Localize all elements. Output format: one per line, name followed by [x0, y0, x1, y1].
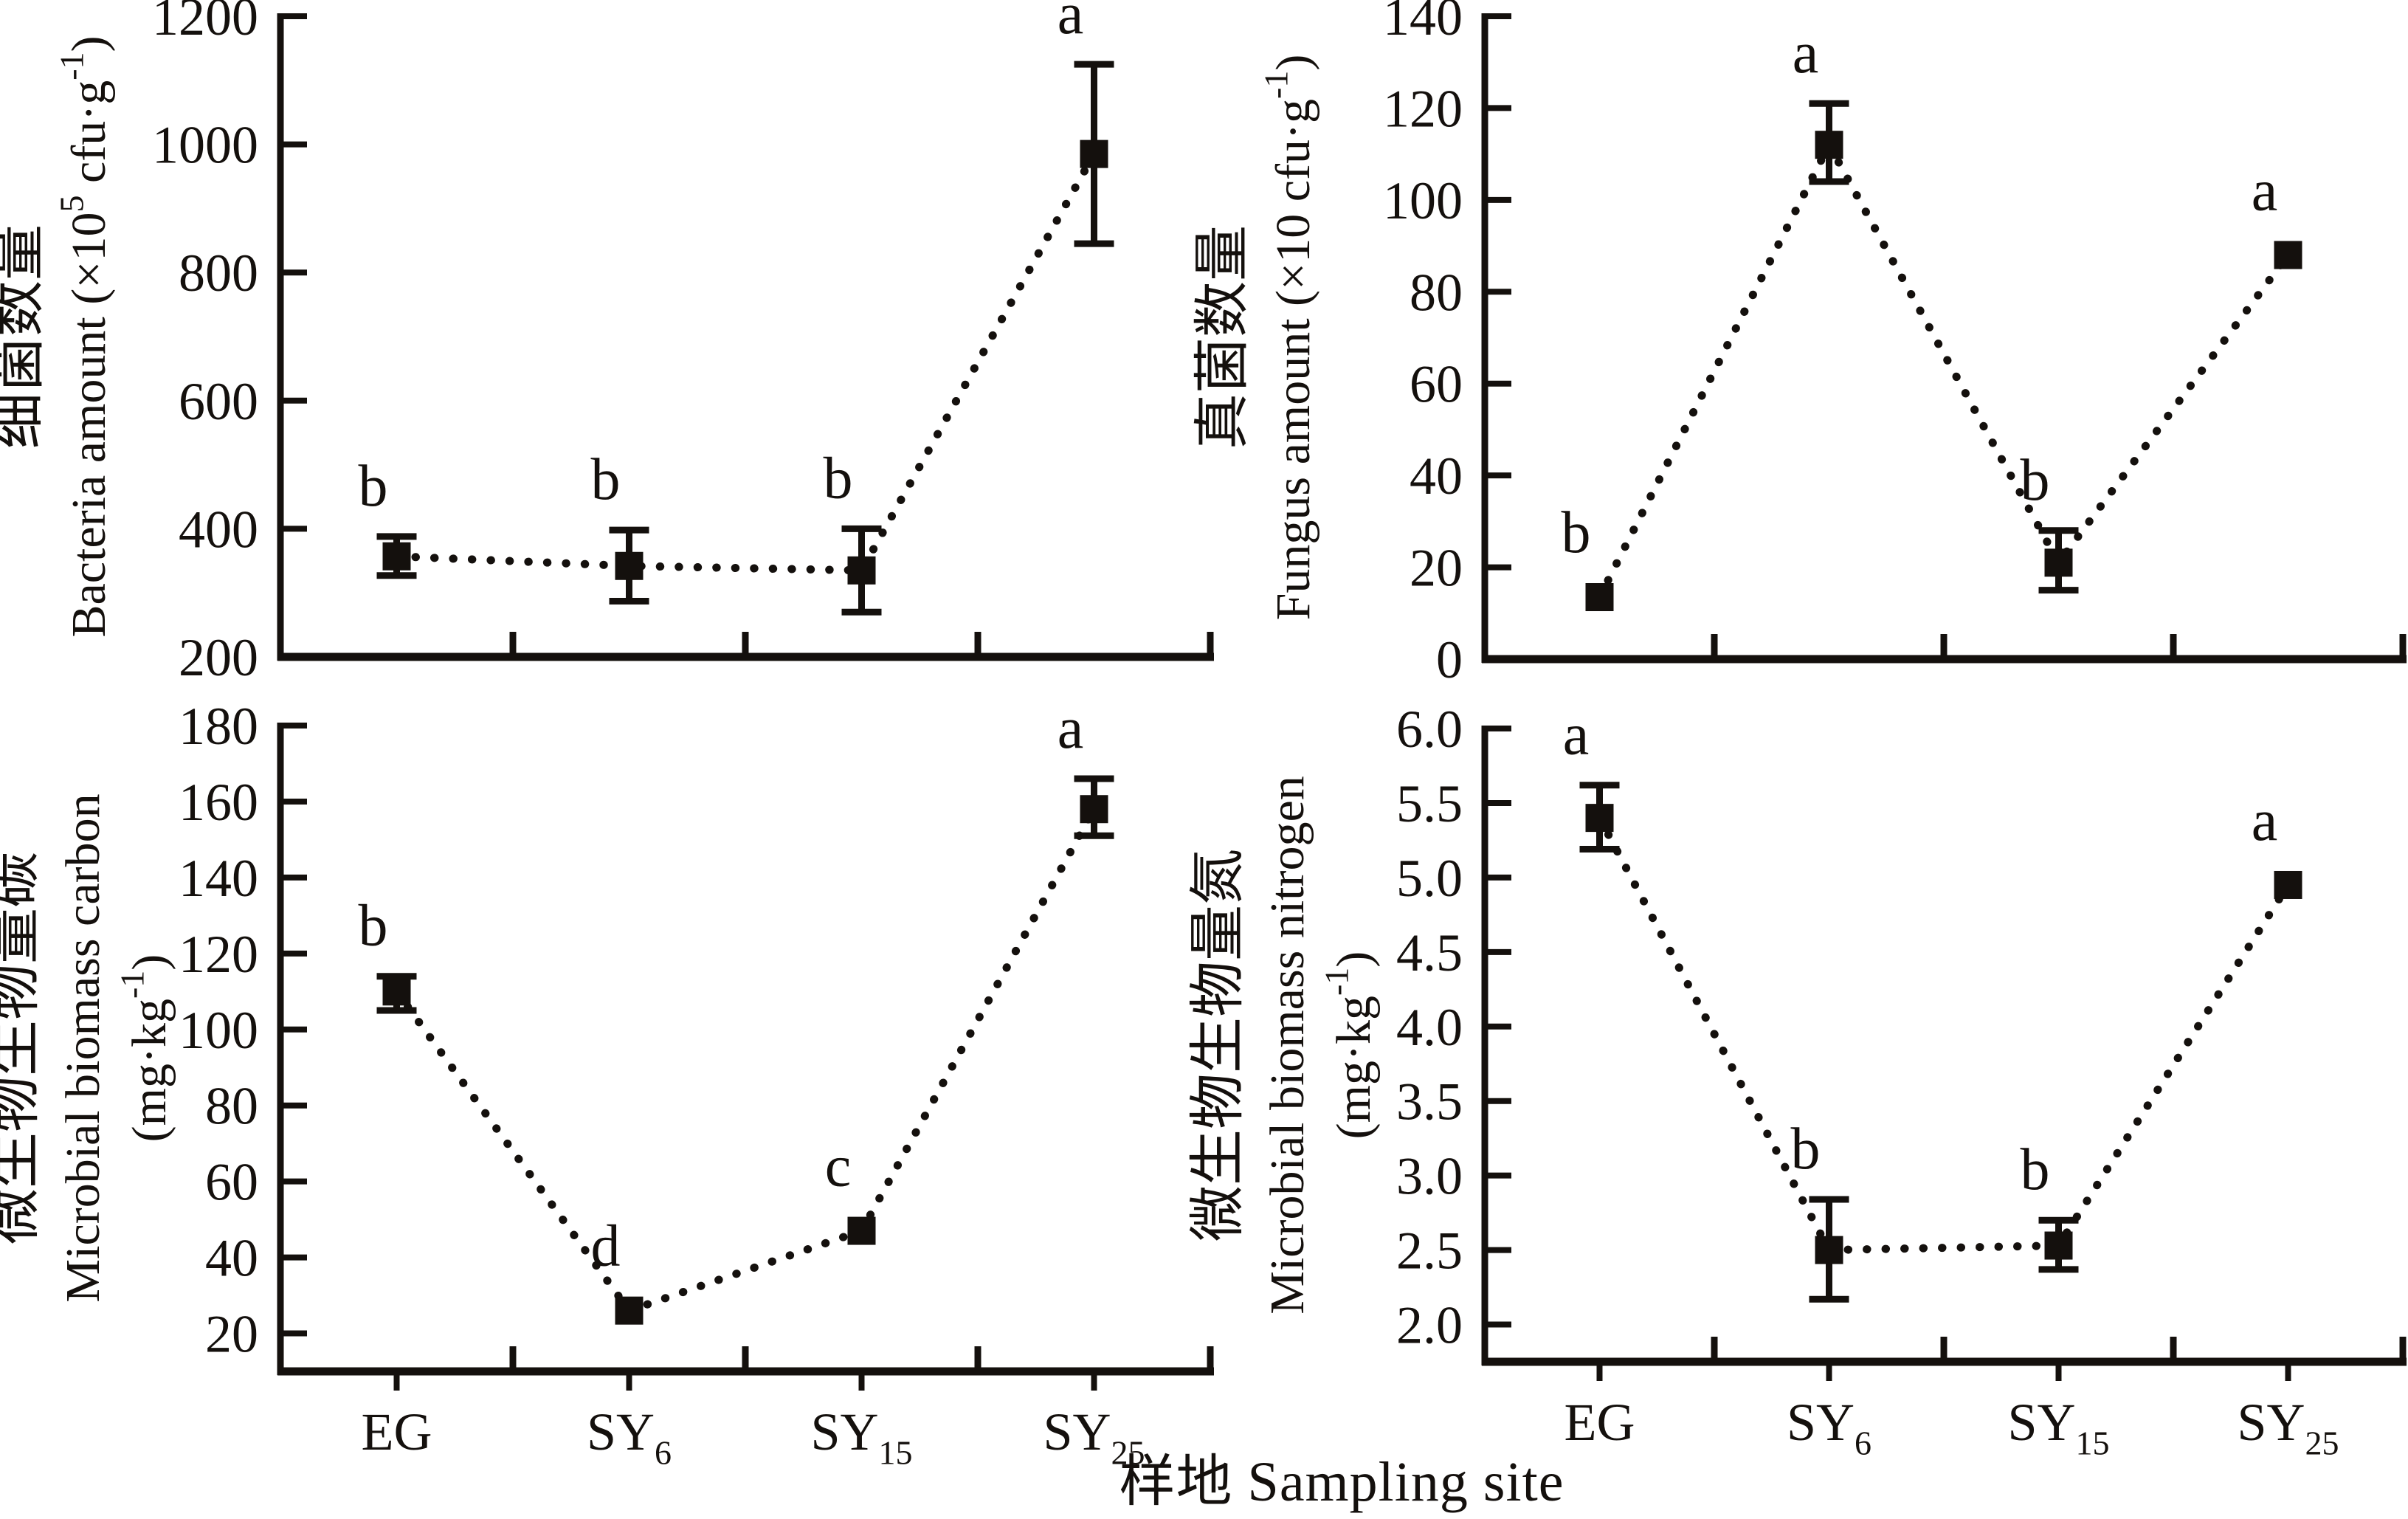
- data-point-marker-SY25: [2274, 870, 2302, 899]
- y-axis-tick-label: 3.5: [1396, 1072, 1463, 1132]
- panel-microbial-biomass-nitrogen: 2.0 2.5 3.0 3.5 4.0 4.5 5.0 5.5 6.0 EG SY6 SY15 SY25…: [1187, 700, 2407, 1461]
- y-axis-tick-label: 2.5: [1396, 1222, 1463, 1281]
- y-axis-tick-label: 40: [1410, 447, 1463, 506]
- significance-letter-EG: b: [359, 894, 388, 959]
- y-axis-tick-label: 1200: [152, 0, 258, 46]
- y-axis-title-line: 微生物生物量碳: [0, 852, 45, 1244]
- data-point-marker-SY6: [615, 1296, 644, 1325]
- y-axis-tick-label: 140: [1383, 0, 1463, 46]
- x-axis-title: 样地 Sampling site: [1119, 1451, 1564, 1513]
- y-axis-title-line: Microbial biomass nitrogen: [1260, 776, 1314, 1315]
- significance-letter-SY25: a: [2252, 159, 2278, 224]
- y-axis-tick-label: 4.5: [1396, 923, 1463, 982]
- x-axis-category-label: SY25: [2237, 1393, 2339, 1461]
- y-axis-tick-label: 180: [179, 697, 258, 756]
- y-axis-tick-label: 6.0: [1396, 700, 1463, 759]
- panel-microbial-biomass-carbon: 20 40 60 80 100 120 140 160 180 EG SY6 SY15 SY25 微生物生…: [0, 696, 1214, 1471]
- y-axis-tick-label: 1000: [152, 116, 258, 175]
- y-axis-tick-label: 40: [205, 1229, 258, 1288]
- significance-letter-EG: b: [1562, 500, 1591, 565]
- y-axis-title-line: Bacteria amount (×105 cfu·g-1): [52, 35, 116, 637]
- y-axis-tick-label: 2.0: [1396, 1296, 1463, 1355]
- x-axis-category-label: EG: [362, 1402, 432, 1461]
- y-axis-tick-label: 120: [1383, 79, 1463, 138]
- y-axis-tick-label: 20: [205, 1305, 258, 1364]
- significance-letter-SY6: b: [591, 447, 621, 512]
- y-axis-tick-label: 5.0: [1396, 849, 1463, 908]
- data-point-marker-SY6: [1815, 131, 1843, 159]
- y-axis-tick-label: 5.5: [1396, 774, 1463, 833]
- significance-letter-SY15: b: [2021, 1137, 2050, 1202]
- data-point-marker-EG: [1585, 804, 1614, 833]
- y-axis-tick-label: 160: [179, 773, 258, 832]
- significance-letter-SY25: a: [1058, 696, 1084, 761]
- panel-fungus-amount: 0 20 40 60 80 100 120 140 真菌数量 Fungus amount (×10…: [1192, 0, 2407, 689]
- data-point-marker-SY15: [2044, 548, 2073, 577]
- significance-letter-SY15: b: [2021, 448, 2050, 513]
- x-axis-category-label: SY6: [1787, 1393, 1871, 1461]
- series-dotted-line: [393, 805, 1098, 1316]
- y-axis-tick-label: 80: [1410, 263, 1463, 322]
- x-axis-category-label: EG: [1564, 1393, 1635, 1452]
- data-point-marker-SY25: [2274, 241, 2302, 269]
- significance-letter-SY15: c: [825, 1134, 852, 1199]
- panel-bacteria-amount: 200 400 600 800 1000 1200 细菌数量 Bacteria amount …: [0, 0, 1214, 687]
- y-axis-title-line: Fungus amount (×10 cfu·g-1): [1257, 55, 1320, 621]
- y-axis-tick-label: 800: [179, 244, 258, 303]
- y-axis-tick-label: 600: [179, 372, 258, 431]
- y-axis-tick-label: 400: [179, 500, 258, 559]
- y-axis-tick-label: 60: [1410, 355, 1463, 414]
- data-point-marker-EG: [382, 977, 411, 1006]
- y-axis-title-line: (mg·kg-1): [1317, 951, 1381, 1140]
- y-axis-title-line: Microbial biomass carbon: [56, 793, 110, 1302]
- y-axis-tick-label: 20: [1410, 539, 1463, 598]
- data-point-marker-EG: [382, 542, 411, 571]
- significance-letter-SY6: b: [1791, 1117, 1821, 1182]
- data-point-marker-SY6: [615, 551, 644, 580]
- significance-letter-EG: b: [359, 454, 388, 519]
- y-axis-title-line: (mg·kg-1): [113, 954, 176, 1143]
- y-axis-tick-label: 80: [205, 1077, 258, 1136]
- data-point-marker-SY25: [1080, 140, 1108, 168]
- data-point-marker-SY25: [1080, 795, 1108, 824]
- data-point-marker-SY15: [2044, 1231, 2073, 1260]
- y-axis-title-line: 真菌数量: [1192, 225, 1254, 450]
- y-axis-tick-label: 140: [179, 849, 258, 908]
- data-point-marker-SY6: [1815, 1236, 1843, 1264]
- x-axis-category-label: SY15: [810, 1402, 912, 1471]
- data-point-marker-SY15: [847, 556, 876, 585]
- y-axis-tick-label: 200: [179, 628, 258, 687]
- x-axis-category-label: SY6: [587, 1402, 672, 1471]
- series-dotted-line: [1595, 136, 2292, 602]
- x-axis-category-label: SY25: [1043, 1402, 1145, 1471]
- series-dotted-line: [393, 150, 1098, 575]
- y-axis-tick-label: 100: [1383, 171, 1463, 230]
- significance-letter-SY6: d: [591, 1214, 621, 1279]
- data-point-marker-SY15: [847, 1216, 876, 1245]
- series-dotted-line: [1595, 813, 2292, 1255]
- significance-letter-SY25: a: [2252, 788, 2278, 853]
- y-axis-tick-label: 4.0: [1396, 998, 1463, 1057]
- y-axis-tick-label: 3.0: [1396, 1147, 1463, 1206]
- y-axis-tick-label: 60: [205, 1153, 258, 1212]
- significance-letter-EG: a: [1563, 703, 1590, 768]
- y-axis-tick-label: 100: [179, 1001, 258, 1060]
- y-axis-tick-label: 0: [1436, 630, 1463, 689]
- y-axis-tick-label: 120: [179, 925, 258, 984]
- significance-letter-SY6: a: [1793, 21, 1819, 86]
- data-point-marker-EG: [1585, 583, 1614, 612]
- x-axis-category-label: SY15: [2007, 1393, 2109, 1461]
- significance-letter-SY15: b: [824, 446, 853, 511]
- significance-letter-SY25: a: [1058, 0, 1084, 46]
- y-axis-title-line: 微生物生物量氮: [1187, 849, 1249, 1241]
- y-axis-title-line: 细菌数量: [0, 224, 49, 449]
